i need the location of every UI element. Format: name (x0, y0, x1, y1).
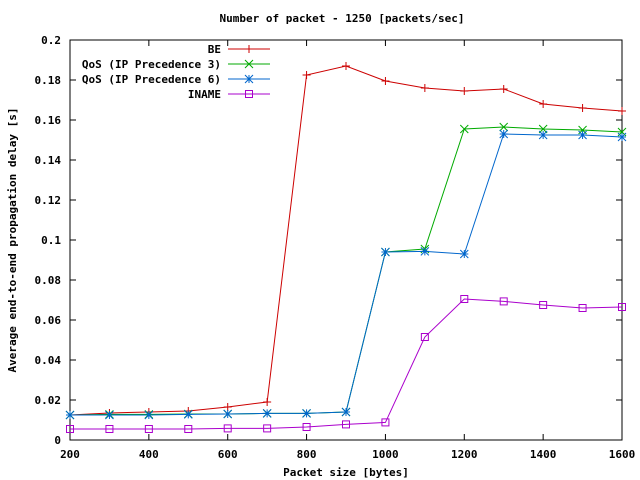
data-point (342, 420, 350, 429)
series-qos-ip-precedence-6 (65, 129, 627, 420)
y-tick-label: 0.2 (41, 34, 61, 47)
data-point (420, 247, 430, 256)
y-tick-label: 0.06 (35, 314, 62, 327)
data-point (105, 410, 114, 420)
series-layer (65, 62, 627, 433)
data-point (144, 410, 154, 420)
data-point (263, 424, 272, 433)
data-point (183, 410, 193, 419)
data-point (302, 71, 311, 79)
series-line (69, 126, 623, 416)
data-point (144, 425, 153, 433)
data-point (499, 129, 509, 139)
legend: BE QoS (IP Precedence 3) QoS (IP Precedenc… (82, 43, 270, 101)
data-point (618, 107, 626, 115)
data-point (223, 409, 233, 419)
data-point (460, 295, 469, 303)
chart-title: Number of packet - 1250 [packets/sec] (219, 12, 464, 25)
data-point (538, 130, 548, 140)
data-point (66, 425, 74, 433)
y-tick-label: 0.08 (35, 274, 62, 287)
data-point (578, 130, 587, 140)
data-point (459, 124, 469, 134)
y-tick-label: 0.14 (35, 154, 62, 167)
y-tick-label: 0.02 (35, 394, 62, 407)
data-point (539, 301, 548, 309)
data-point (617, 132, 627, 142)
data-point (184, 425, 193, 433)
legend-marker (245, 45, 253, 53)
legend-marker (244, 74, 254, 84)
data-point (342, 62, 350, 70)
data-point (381, 247, 390, 257)
data-point (223, 403, 232, 411)
legend-label: QoS (IP Precedence 6) (82, 73, 221, 86)
y-tick-label: 0.18 (35, 74, 62, 87)
series-iname (66, 295, 626, 433)
legend-label: INAME (188, 88, 221, 101)
y-axis-label: Average end-to-end propagation delay [s] (6, 108, 19, 373)
data-point (499, 122, 509, 132)
x-tick-label: 1600 (609, 448, 636, 461)
data-point (420, 333, 429, 341)
data-point (460, 87, 469, 95)
x-tick-label: 400 (139, 448, 159, 461)
x-tick-label: 1000 (372, 448, 399, 461)
data-point (578, 104, 587, 112)
x-tick-label: 200 (60, 448, 80, 461)
data-point (105, 425, 114, 433)
y-tick-label: 0 (54, 434, 61, 447)
series-line (69, 65, 623, 416)
x-tick-label: 600 (218, 448, 238, 461)
legend-marker (244, 59, 254, 69)
data-point (381, 418, 390, 427)
data-point (302, 423, 311, 431)
data-point (65, 410, 75, 420)
series-line (70, 298, 623, 430)
data-point (263, 398, 272, 406)
data-point (381, 77, 390, 85)
data-point (578, 304, 587, 312)
data-point (459, 249, 469, 259)
data-point (420, 84, 429, 92)
legend-marker (245, 90, 253, 98)
x-tick-label: 800 (297, 448, 317, 461)
y-tick-label: 0.1 (41, 234, 61, 247)
series-line (70, 133, 623, 416)
data-point (618, 303, 626, 311)
data-point (223, 424, 232, 433)
plot-frame (69, 39, 623, 441)
x-tick-label: 1400 (530, 448, 557, 461)
legend-label: QoS (IP Precedence 3) (82, 58, 221, 71)
data-point (539, 100, 548, 108)
axis-ticks: 200 400 600 800 1000 1200 1400 1600 0 0.02 0.04 0.0… (35, 34, 636, 461)
data-point (499, 297, 508, 306)
legend-label: BE (208, 43, 221, 56)
data-point (499, 85, 508, 93)
y-tick-label: 0.04 (35, 354, 62, 367)
x-axis-label: Packet size [bytes] (283, 466, 409, 479)
y-tick-label: 0.12 (35, 194, 62, 207)
series-qos-ip-precedence-3 (65, 122, 627, 420)
data-point (341, 407, 351, 417)
y-tick-label: 0.16 (35, 114, 62, 127)
series-be (66, 62, 626, 419)
data-point (262, 409, 272, 418)
data-point (302, 409, 311, 418)
x-tick-label: 1200 (451, 448, 478, 461)
